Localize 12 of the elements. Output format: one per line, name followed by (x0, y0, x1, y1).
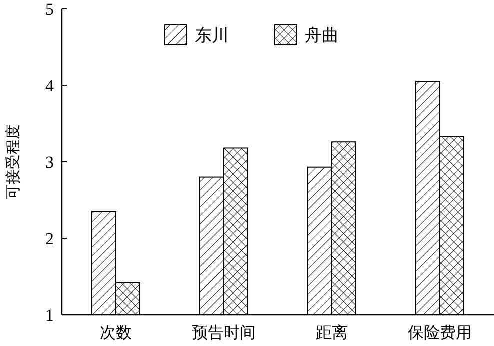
y-tick-label: 5 (46, 0, 54, 19)
y-tick-label: 3 (46, 153, 54, 172)
y-axis-title: 可接受程度 (5, 124, 22, 200)
y-tick-label: 2 (46, 230, 54, 248)
y-tick-label: 4 (46, 76, 54, 96)
legend-label: 东川 (195, 26, 229, 45)
x-tick-label: 距离 (316, 324, 348, 342)
y-tick-label: 1 (46, 306, 54, 325)
x-tick-label: 保险费用 (408, 324, 472, 342)
x-tick-label: 次数 (100, 325, 132, 342)
legend-label: 舟曲 (305, 26, 339, 45)
x-tick-label: 预告时间 (192, 324, 256, 342)
